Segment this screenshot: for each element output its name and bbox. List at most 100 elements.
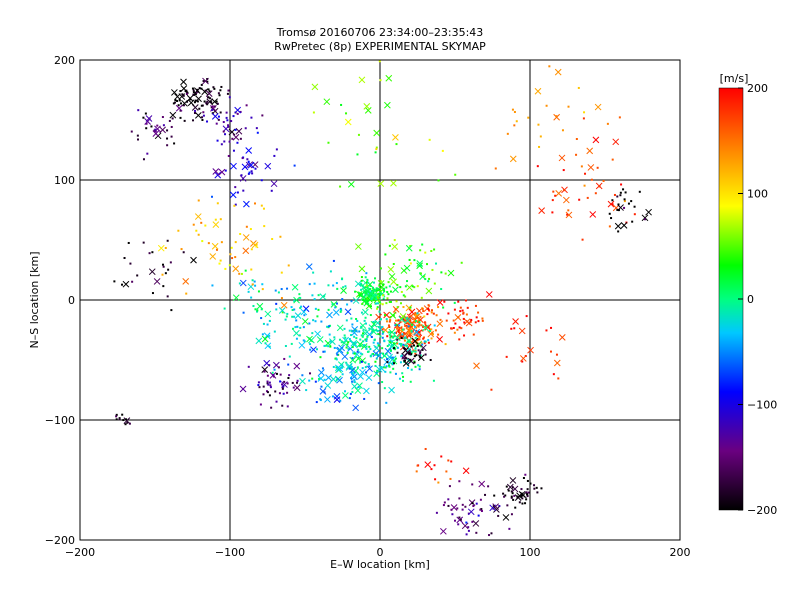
data-point: [142, 116, 145, 119]
data-point: [416, 335, 419, 338]
data-point: [407, 325, 410, 328]
data-point: [377, 333, 380, 336]
data-point: [350, 377, 353, 380]
data-point: [383, 340, 386, 343]
data-point: [385, 365, 388, 368]
data-point: [567, 105, 570, 108]
data-point-stroke: [306, 335, 313, 343]
data-point: [213, 87, 216, 90]
data-point: [444, 343, 447, 346]
data-point: [433, 464, 436, 467]
data-point: [334, 357, 337, 360]
data-point: [619, 194, 622, 197]
data-point: [458, 338, 461, 341]
data-point: [401, 354, 404, 357]
data-point: [400, 342, 403, 345]
data-point-x: [301, 318, 309, 325]
data-point: [161, 116, 164, 119]
data-point: [378, 299, 381, 302]
data-point-x: [242, 247, 250, 255]
data-point: [303, 340, 306, 343]
x-tick-label: 200: [670, 546, 691, 559]
data-point: [353, 335, 356, 338]
data-point: [424, 447, 427, 450]
data-point: [567, 209, 570, 212]
data-point: [447, 312, 450, 315]
data-point-stroke: [278, 307, 286, 314]
data-point-x: [519, 355, 527, 362]
data-point: [195, 229, 198, 232]
data-point: [249, 228, 252, 231]
data-point: [505, 355, 508, 358]
data-point: [282, 385, 285, 388]
data-point: [293, 164, 296, 167]
data-point: [378, 343, 381, 346]
data-point-stroke: [375, 352, 383, 359]
data-point: [319, 399, 322, 402]
data-point: [301, 374, 304, 377]
data-point: [490, 388, 493, 391]
data-point: [364, 316, 367, 319]
data-point: [374, 277, 377, 280]
data-point: [345, 346, 348, 349]
data-point: [405, 335, 408, 338]
data-point-x: [425, 287, 433, 295]
data-point: [118, 418, 121, 421]
data-point: [218, 94, 221, 97]
data-point: [545, 104, 548, 107]
data-point: [364, 297, 367, 300]
data-point: [205, 102, 208, 105]
data-point: [293, 299, 296, 302]
data-point: [332, 365, 335, 368]
data-point: [430, 309, 433, 312]
data-point-stroke: [325, 374, 332, 382]
data-point-stroke: [372, 350, 380, 357]
data-point-stroke: [344, 308, 352, 316]
data-point: [631, 220, 634, 223]
data-point-stroke: [390, 179, 397, 187]
data-point: [362, 340, 365, 343]
data-point: [555, 353, 558, 356]
data-point: [250, 248, 253, 251]
data-point-x: [212, 221, 220, 228]
data-point: [292, 327, 295, 330]
data-point: [494, 167, 497, 170]
data-point-stroke: [319, 293, 327, 300]
data-point: [413, 259, 416, 262]
data-point: [359, 283, 362, 286]
data-point-stroke: [353, 351, 361, 358]
data-point: [282, 392, 285, 395]
data-point: [224, 133, 227, 136]
data-point: [224, 267, 227, 270]
data-point-stroke: [592, 136, 600, 144]
data-point: [360, 311, 363, 314]
data-point-stroke: [319, 388, 327, 395]
data-point-stroke: [607, 200, 615, 208]
data-point: [522, 476, 525, 479]
data-point-x: [363, 103, 371, 110]
data-point: [427, 307, 430, 310]
data-point-stroke: [413, 328, 421, 336]
data-point-stroke: [462, 467, 470, 475]
data-point: [123, 256, 126, 259]
data-point: [405, 324, 408, 327]
data-point-x: [239, 385, 247, 393]
data-point: [492, 505, 495, 508]
data-point-stroke: [364, 107, 372, 114]
data-point: [638, 190, 641, 193]
data-point: [260, 308, 263, 311]
colorbar-label: [m/s]: [720, 72, 749, 85]
data-point-stroke: [423, 305, 431, 312]
data-point: [379, 280, 382, 283]
data-point: [284, 345, 287, 348]
data-point: [220, 143, 223, 146]
data-point: [422, 336, 425, 339]
data-point: [401, 372, 404, 375]
data-point: [340, 309, 343, 312]
data-point: [295, 319, 298, 322]
data-point: [343, 327, 346, 330]
data-point-stroke: [336, 324, 344, 332]
data-point: [192, 91, 195, 94]
data-point: [490, 532, 493, 535]
data-point: [525, 315, 528, 318]
